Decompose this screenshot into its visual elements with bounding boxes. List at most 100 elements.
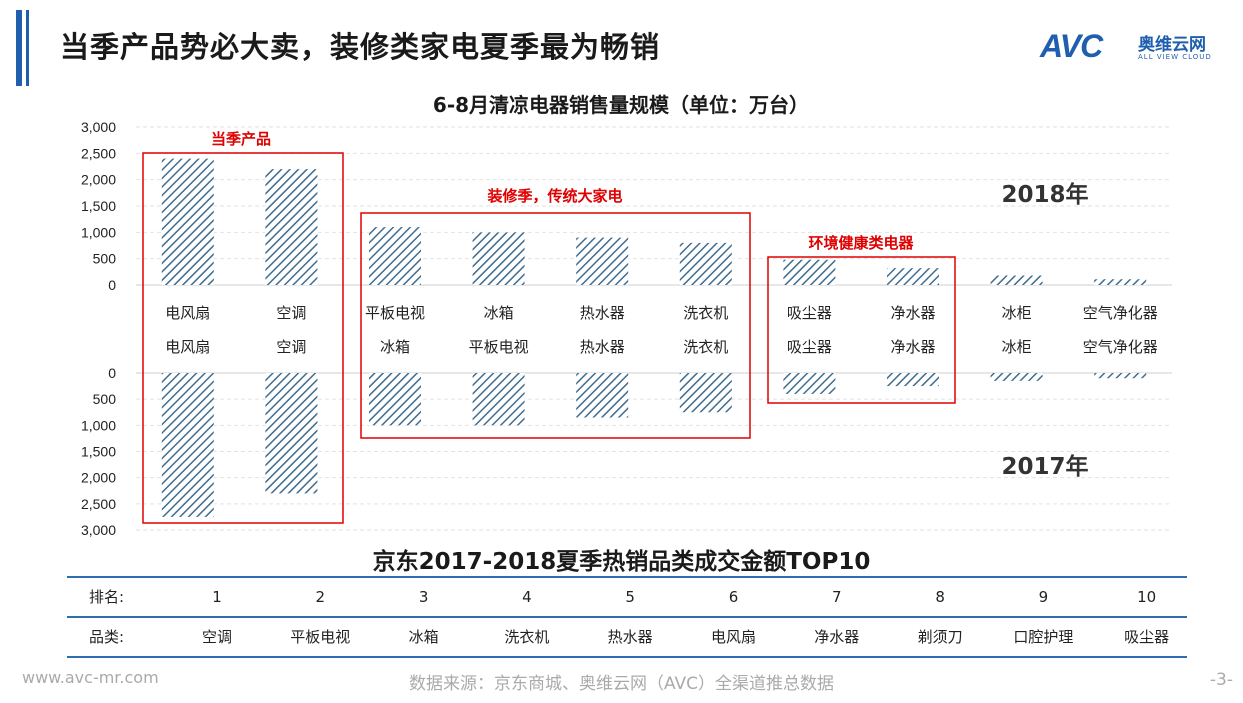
bar-2017 <box>679 373 732 413</box>
bar-2018 <box>265 169 318 285</box>
category-label-2017: 净水器 <box>890 338 935 356</box>
annotation-label: 环境健康类电器 <box>808 234 914 252</box>
rank-row: 排名: 1 2 3 4 5 6 7 8 9 10 <box>67 576 1187 616</box>
rank-cell: 4 <box>522 588 532 606</box>
rank-cell: 6 <box>728 588 739 606</box>
category-cell: 口腔护理 <box>1013 628 1074 646</box>
rank-cell: 7 <box>832 588 842 606</box>
category-cell: 净水器 <box>814 628 860 646</box>
bar-2018 <box>990 275 1043 285</box>
rank-cell: 1 <box>212 588 222 606</box>
category-cell: 吸尘器 <box>1124 628 1170 646</box>
rank-cell: 2 <box>315 588 326 606</box>
category-cell: 洗衣机 <box>504 628 550 646</box>
bar-2017 <box>369 373 421 426</box>
series-label-2018: 2018年 <box>1001 181 1088 208</box>
header-accent-bar <box>16 10 22 86</box>
bar-2017 <box>472 373 525 426</box>
y-tick-label-top: 1,500 <box>81 198 116 214</box>
category-label-2017: 冰柜 <box>1002 338 1032 356</box>
annotation-label: 当季产品 <box>211 130 271 148</box>
y-tick-label-top: 0 <box>108 277 116 293</box>
category-label-2018: 净水器 <box>890 304 935 322</box>
category-label-2018: 平板电视 <box>365 304 425 322</box>
category-label-2018: 冰箱 <box>484 304 514 322</box>
y-tick-label-top: 1,000 <box>81 224 116 240</box>
y-tick-label-bottom: 1,500 <box>81 444 116 460</box>
category-row-label: 品类: <box>89 628 125 646</box>
chart-title: 6-8月清凉电器销售量规模（单位：万台） <box>433 93 809 117</box>
sales-volume-chart: 6-8月清凉电器销售量规模（单位：万台） 3,000 2,500 2,000 1,500… <box>81 93 1172 538</box>
category-cell: 电风扇 <box>710 628 756 646</box>
category-label-2018: 空气净化器 <box>1083 304 1158 322</box>
bar-2017 <box>887 373 939 387</box>
category-cell: 热水器 <box>607 628 653 646</box>
bar-2018 <box>472 232 525 285</box>
category-cell: 冰箱 <box>408 628 439 646</box>
category-label-2018: 洗衣机 <box>683 304 728 322</box>
avc-logo: AVC 奥维云网 ALL VIEW CLOUD <box>1040 28 1230 68</box>
y-tick-label-bottom: 1,000 <box>81 417 116 433</box>
bar-2018 <box>161 158 214 285</box>
y-tick-label-bottom: 2,500 <box>81 496 116 512</box>
annotation-box <box>142 152 344 524</box>
category-label-2017: 热水器 <box>580 338 625 356</box>
logo-en-text: ALL VIEW CLOUD <box>1138 53 1212 61</box>
category-row: 品类: 空调 平板电视 冰箱 洗衣机 热水器 电风扇 净水器 剃须刀 口腔护理 吸尘器 <box>67 616 1187 658</box>
bar-2017 <box>576 373 629 418</box>
bar-2018 <box>576 237 629 285</box>
category-label-2017: 电风扇 <box>165 338 210 356</box>
category-label-2018: 热水器 <box>580 304 625 322</box>
y-tick-label-bottom: 3,000 <box>81 522 116 538</box>
category-cell: 平板电视 <box>290 628 351 646</box>
rank-row-label: 排名: <box>89 588 125 606</box>
logo-mark: AVC <box>1040 28 1103 64</box>
y-tick-label-top: 3,000 <box>81 119 116 135</box>
annotation-box <box>767 256 956 404</box>
category-label-2018: 空调 <box>276 304 306 322</box>
y-tick-label-top: 500 <box>93 251 117 267</box>
bar-2018 <box>1094 279 1147 285</box>
bar-2018 <box>887 268 939 285</box>
category-label-2018: 电风扇 <box>165 304 210 322</box>
footer-page-number: -3- <box>1209 670 1233 690</box>
y-tick-label-bottom: 500 <box>93 391 117 407</box>
bar-2017 <box>990 373 1043 381</box>
rank-cell: 3 <box>418 588 429 606</box>
logo-cn-text: 奥维云网 <box>1138 35 1206 55</box>
category-label-2017: 平板电视 <box>469 338 529 356</box>
category-label-2017: 空气净化器 <box>1083 338 1158 356</box>
category-label-2017: 空调 <box>276 338 306 356</box>
category-label-2017: 洗衣机 <box>683 338 728 356</box>
rank-cell: 10 <box>1137 588 1157 606</box>
category-label-2018: 冰柜 <box>1002 304 1032 322</box>
category-cell: 空调 <box>201 628 232 646</box>
rank-cell: 5 <box>625 588 635 606</box>
y-tick-label-top: 2,500 <box>81 145 116 161</box>
table-title: 京东2017-2018夏季热销品类成交金额TOP10 <box>372 549 871 575</box>
header-accent-bar-thin <box>26 10 29 86</box>
y-tick-label-top: 2,000 <box>81 172 116 188</box>
category-cell: 剃须刀 <box>917 628 963 646</box>
category-label-2017: 冰箱 <box>380 338 410 356</box>
y-tick-label-bottom: 2,000 <box>81 470 116 486</box>
category-label-2017: 吸尘器 <box>787 338 832 356</box>
bar-2017 <box>1094 373 1147 379</box>
page-title: 当季产品势必大卖，装修类家电夏季最为畅销 <box>60 30 661 64</box>
bar-2018 <box>369 227 421 285</box>
top10-table: 排名: 1 2 3 4 5 6 7 8 9 10 品类: 空调 平板电视 冰箱 洗衣机 热水器 电风扇 净水器… <box>67 576 1187 658</box>
annotation-label: 装修季，传统大家电 <box>486 187 622 205</box>
bar-2018 <box>679 242 732 285</box>
category-label-2018: 吸尘器 <box>787 304 832 322</box>
series-label-2017: 2017年 <box>1001 453 1088 480</box>
bar-2017 <box>161 373 214 517</box>
footer-source: 数据来源：京东商城、奥维云网（AVC）全渠道推总数据 <box>408 674 835 694</box>
rank-cell: 9 <box>1038 588 1049 606</box>
bar-2018 <box>783 259 836 285</box>
bar-2017 <box>265 373 318 494</box>
annotation-box <box>360 212 751 439</box>
rank-cell: 8 <box>935 588 945 606</box>
y-tick-label-bottom: 0 <box>108 365 116 381</box>
bar-2017 <box>783 373 836 394</box>
footer-website: www.avc-mr.com <box>22 668 159 687</box>
